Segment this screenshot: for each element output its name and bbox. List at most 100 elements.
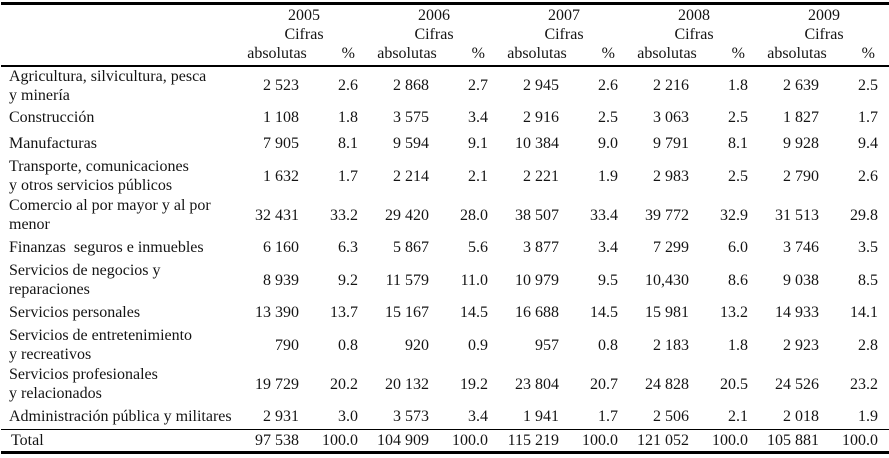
value-cell: 32.9 (720, 206, 748, 224)
cifras-label: Cifras (284, 25, 324, 43)
value-cell: 2 868 (393, 77, 429, 94)
absolutas-label: absolutas (247, 44, 307, 62)
value-cell: 15 981 (645, 304, 689, 321)
value-cell: 3 575 (393, 109, 429, 126)
value-cell: 8 939 (263, 271, 299, 289)
value-cell: 8.1 (338, 135, 358, 152)
value-cell: 0.8 (338, 336, 358, 354)
value-cell: 3.0 (338, 407, 358, 425)
value-cell: 20.5 (720, 375, 748, 393)
corner-cell (1, 44, 239, 66)
sector-label: Servicios profesionales y relacionados (9, 366, 158, 402)
percent-label: % (731, 44, 745, 62)
year-header-2009: 2009 (808, 6, 840, 24)
table-row: Administración pública y militares 2 931… (1, 404, 889, 430)
value-cell: 920 (405, 336, 429, 354)
value-cell: 14.5 (460, 304, 488, 321)
value-cell: 3.5 (858, 239, 878, 256)
value-cell: 11.0 (460, 271, 488, 289)
value-cell: 3.4 (468, 407, 488, 425)
value-cell: 3 746 (783, 239, 819, 256)
value-cell: 9.1 (468, 135, 488, 152)
value-cell: 115 219 (507, 432, 559, 449)
value-cell: 2 945 (523, 77, 559, 94)
sector-label: Servicios personales (9, 304, 141, 321)
corner-cell (1, 25, 239, 44)
cifras-header-row: Cifras Cifras Cifras Cifras Cifras (1, 25, 889, 44)
percent-label: % (861, 44, 875, 62)
value-cell: 31 513 (775, 206, 819, 224)
value-cell: 11 579 (385, 271, 429, 289)
sector-label: Transporte, comunicaciones y otros servi… (9, 158, 189, 194)
value-cell: 15 167 (385, 304, 429, 321)
value-cell: 9 791 (653, 135, 689, 152)
value-cell: 1.7 (858, 109, 878, 126)
value-cell: 1.9 (858, 407, 878, 425)
sector-label: Comercio al por mayor y al por menor (9, 197, 211, 233)
value-cell: 7 905 (263, 135, 299, 152)
year-header-2008: 2008 (678, 6, 710, 24)
value-cell: 104 909 (377, 432, 429, 449)
value-cell: 32 431 (255, 206, 299, 224)
value-cell: 3 063 (653, 109, 689, 126)
table-row-total: Total 97 538 100.0 104 909 100.0 115 219… (1, 429, 889, 453)
sector-label: Manufacturas (9, 135, 97, 152)
cifras-label: Cifras (804, 25, 844, 43)
cifras-label: Cifras (414, 25, 454, 43)
value-cell: 2.5 (728, 109, 748, 126)
percent-label: % (341, 44, 355, 62)
value-cell: 1.8 (338, 109, 358, 126)
value-cell: 8.6 (728, 271, 748, 289)
value-cell: 9.4 (858, 135, 878, 152)
year-header-2007: 2007 (548, 6, 580, 24)
value-cell: 1 827 (783, 109, 819, 126)
value-cell: 2.8 (858, 336, 878, 354)
value-cell: 97 538 (255, 432, 299, 449)
value-cell: 14.1 (850, 304, 878, 321)
value-cell: 5 867 (393, 239, 429, 256)
value-cell: 13.2 (720, 304, 748, 321)
table-row: Finanzas seguros e inmuebles 6 160 6.3 5… (1, 235, 889, 261)
value-cell: 2 983 (653, 167, 689, 185)
value-cell: 2 214 (393, 167, 429, 185)
value-cell: 20.2 (330, 375, 358, 393)
value-cell: 2.7 (468, 77, 488, 94)
value-cell: 29 420 (385, 206, 429, 224)
percent-label: % (601, 44, 615, 62)
value-cell: 1.7 (338, 167, 358, 185)
sector-label: Agricultura, silvicultura, pesca y miner… (9, 67, 207, 104)
value-cell: 10,430 (645, 271, 689, 289)
value-cell: 2 916 (523, 109, 559, 126)
value-cell: 13.7 (330, 304, 358, 321)
value-cell: 20.7 (590, 375, 618, 393)
table-row: Comercio al por mayor y al por menor 32 … (1, 196, 889, 235)
value-cell: 5.6 (468, 239, 488, 256)
value-cell: 2.6 (338, 77, 358, 94)
value-cell: 13 390 (255, 304, 299, 321)
sector-label: Servicios de entretenimiento y recreativ… (9, 327, 193, 363)
value-cell: 23.2 (850, 375, 878, 393)
value-cell: 2 923 (783, 336, 819, 354)
value-cell: 2 183 (653, 336, 689, 354)
value-cell: 2 018 (783, 407, 819, 425)
value-cell: 9.0 (598, 135, 618, 152)
table-row: Manufacturas 7 905 8.1 9 594 9.1 10 384 … (1, 131, 889, 157)
value-cell: 2 523 (263, 77, 299, 94)
value-cell: 2 506 (653, 407, 689, 425)
year-header-row: 2005 2006 2007 2008 2009 (1, 4, 889, 25)
table-row: Servicios personales 13 390 13.7 15 167 … (1, 300, 889, 326)
value-cell: 2 790 (783, 167, 819, 185)
value-cell: 1.8 (728, 336, 748, 354)
value-cell: 2.5 (728, 167, 748, 185)
value-cell: 9 038 (783, 271, 819, 289)
value-cell: 8.5 (858, 271, 878, 289)
value-cell: 1.8 (728, 77, 748, 94)
value-cell: 1 108 (263, 109, 299, 126)
value-cell: 3 573 (393, 407, 429, 425)
value-cell: 2 216 (653, 77, 689, 94)
value-cell: 100.0 (452, 432, 488, 449)
value-cell: 24 828 (645, 375, 689, 393)
sector-label: Administración pública y militares (9, 407, 232, 425)
value-cell: 23 804 (515, 375, 559, 393)
